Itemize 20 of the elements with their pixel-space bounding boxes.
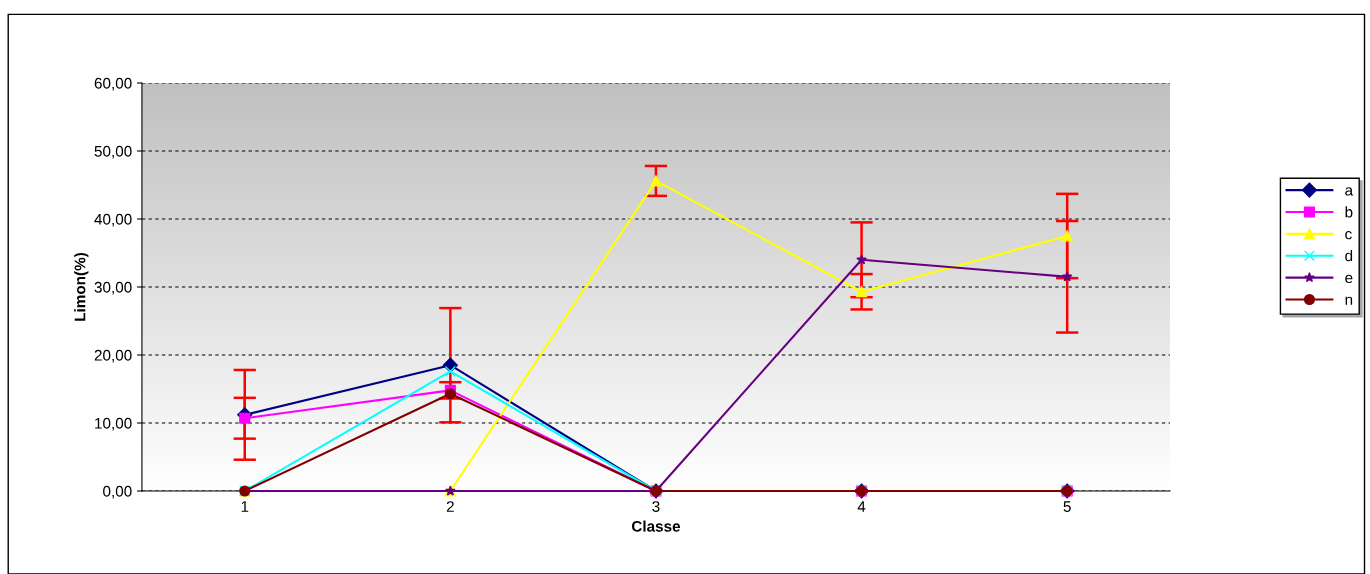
legend-label: n [1345, 296, 1353, 305]
y-axis-title: Limon(%) [74, 252, 89, 321]
x-tick-label: 5 [1063, 501, 1071, 512]
y-tick-label: 30,00 [94, 281, 132, 295]
legend-label: b [1345, 206, 1353, 218]
x-axis-title: Classe [631, 520, 681, 532]
x-tick-label: 1 [241, 501, 249, 512]
x-tick-label: 4 [857, 501, 866, 512]
legend-label: d [1345, 250, 1353, 262]
y-tick-label: 50,00 [94, 145, 132, 159]
y-tick-label: 10,00 [95, 417, 132, 431]
y-tick-label: 60,00 [94, 77, 132, 91]
legend-label: e [1345, 274, 1353, 284]
y-tick-label: 0,00 [103, 485, 132, 499]
y-tick-label: 20,00 [94, 349, 132, 363]
legend-label: a [1345, 187, 1354, 196]
y-tick-label: 40,00 [94, 213, 132, 227]
x-tick-label: 2 [446, 501, 454, 512]
x-tick-label: 3 [652, 501, 660, 512]
legend-label: c [1345, 230, 1352, 240]
